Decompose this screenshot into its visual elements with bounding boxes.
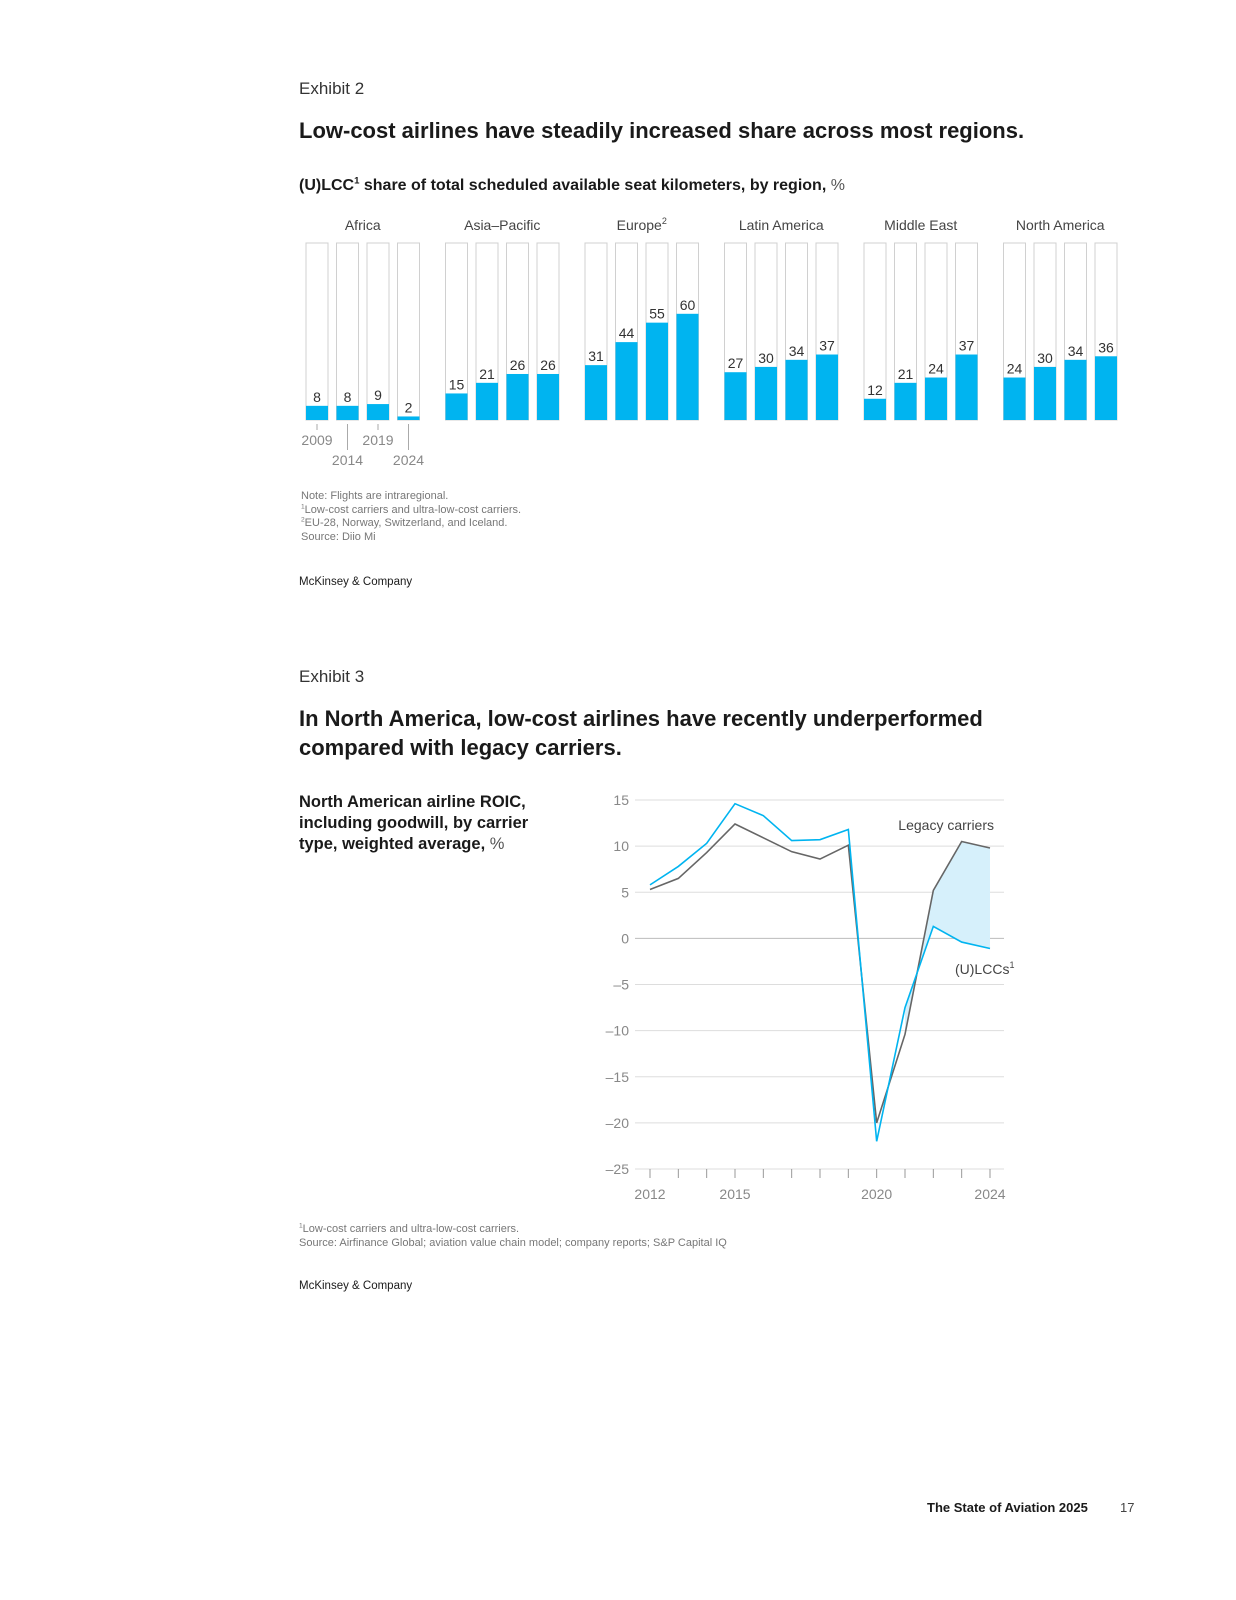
region-label: North America xyxy=(1016,217,1105,233)
series-label-lcc: (U)LCCs1 xyxy=(955,960,1014,977)
brand-logo-text: McKinsey & Company xyxy=(299,1280,413,1292)
bar-value-label: 8 xyxy=(313,389,321,405)
bar xyxy=(615,342,638,420)
bar xyxy=(894,382,917,420)
bar-value-label: 37 xyxy=(959,338,975,354)
bar-value-label: 34 xyxy=(789,343,805,359)
bar xyxy=(537,373,559,420)
bar xyxy=(755,366,777,420)
bar xyxy=(476,382,498,420)
bar xyxy=(864,398,886,420)
bar xyxy=(306,405,328,420)
exhibit3-notes: 1Low-cost carriers and ultra-low-cost ca… xyxy=(299,1223,727,1250)
note-text: Note: Flights are intraregional. xyxy=(301,490,449,502)
region-label: Asia–Pacific xyxy=(464,217,540,233)
bar xyxy=(336,405,359,420)
y-tick-label: –15 xyxy=(606,1069,630,1085)
bar xyxy=(397,416,420,420)
exhibit2-title: Low-cost airlines have steadily increase… xyxy=(299,118,1025,143)
bar xyxy=(785,359,808,420)
bar-value-label: 55 xyxy=(649,306,665,322)
x-tick-label: 2020 xyxy=(861,1186,892,1202)
bar-value-label: 21 xyxy=(479,366,495,382)
bar-value-label: 60 xyxy=(680,297,696,313)
exhibit2-label: Exhibit 2 xyxy=(299,79,365,98)
series-line-legacy xyxy=(649,823,991,1124)
x-tick-label: 2024 xyxy=(974,1186,1005,1202)
bar-value-label: 24 xyxy=(928,361,944,377)
exhibit2-subtitle: (U)LCC1 share of total scheduled availab… xyxy=(299,175,845,194)
bar-value-label: 31 xyxy=(588,348,604,364)
footnote-1: 1Low-cost carriers and ultra-low-cost ca… xyxy=(301,502,522,516)
bar-value-label: 26 xyxy=(540,357,556,373)
year-label: 2019 xyxy=(362,432,393,448)
source-text: Source: Diio Mi xyxy=(301,530,376,543)
bar xyxy=(585,365,607,420)
bar-value-label: 30 xyxy=(758,350,774,366)
footnote-2: 2EU-28, Norway, Switzerland, and Iceland… xyxy=(301,516,508,529)
y-tick-label: –10 xyxy=(606,1023,630,1039)
bar xyxy=(1064,359,1087,420)
year-label: 2024 xyxy=(393,452,424,468)
series-line-lcc xyxy=(649,802,991,1142)
bar-value-label: 12 xyxy=(867,382,883,398)
y-tick-label: –5 xyxy=(613,977,629,993)
exhibit3-label: Exhibit 3 xyxy=(299,667,365,686)
bar-value-label: 44 xyxy=(619,325,635,341)
bar xyxy=(1034,366,1056,420)
source-text: Source: Airfinance Global; aviation valu… xyxy=(299,1236,727,1249)
bar xyxy=(955,354,978,420)
page-number: 17 xyxy=(1120,1500,1135,1515)
year-label: 2009 xyxy=(301,432,332,448)
bar-value-label: 8 xyxy=(344,389,352,405)
bar xyxy=(676,313,699,420)
gap-area xyxy=(905,841,990,1035)
footnote-1: 1Low-cost carriers and ultra-low-cost ca… xyxy=(299,1222,520,1235)
bar-value-label: 21 xyxy=(898,366,914,382)
exhibit3-subtitle: North American airline ROIC, including g… xyxy=(299,793,529,853)
bar xyxy=(646,322,668,420)
series-label-legacy: Legacy carriers xyxy=(898,817,994,833)
bar-chart: Africa 8 8 9 2 Asia–Pacific 15 21 26 26 Europe2 31 4… xyxy=(301,216,1118,468)
y-tick-label: 10 xyxy=(613,838,629,854)
region-label: Latin America xyxy=(739,217,824,233)
exhibit3-title: In North America, low-cost airlines have… xyxy=(299,706,983,760)
bar-background xyxy=(397,242,420,421)
exhibit2-notes: Note: Flights are intraregional. 1Low-co… xyxy=(301,490,521,544)
y-tick-label: 5 xyxy=(621,884,629,900)
region-label: Middle East xyxy=(884,217,957,233)
bar xyxy=(367,404,389,420)
bar-value-label: 37 xyxy=(819,338,835,354)
y-tick-label: 15 xyxy=(613,792,629,808)
bar xyxy=(1003,377,1026,420)
bar xyxy=(506,373,529,420)
year-label: 2014 xyxy=(332,452,363,468)
bar xyxy=(816,354,838,420)
publication-title: The State of Aviation 2025 xyxy=(927,1500,1088,1515)
region-label: Europe2 xyxy=(617,216,667,233)
bar-value-label: 36 xyxy=(1098,339,1114,355)
bar xyxy=(724,372,747,420)
x-tick-label: 2015 xyxy=(719,1186,750,1202)
bar xyxy=(1095,356,1117,420)
bar-value-label: 34 xyxy=(1068,343,1084,359)
bar-value-label: 2 xyxy=(405,399,413,415)
y-tick-label: 0 xyxy=(621,930,629,946)
bar xyxy=(925,377,947,420)
y-tick-label: –25 xyxy=(606,1161,630,1177)
y-tick-label: –20 xyxy=(606,1115,630,1131)
x-tick-label: 2012 xyxy=(634,1186,665,1202)
bar-value-label: 15 xyxy=(449,376,465,392)
bar-value-label: 27 xyxy=(728,355,744,371)
bar xyxy=(445,393,468,420)
region-label: Africa xyxy=(345,217,381,233)
bar-value-label: 26 xyxy=(510,357,526,373)
brand-logo-text: McKinsey & Company xyxy=(299,576,413,588)
bar-value-label: 24 xyxy=(1007,361,1023,377)
bar-value-label: 30 xyxy=(1037,350,1053,366)
bar-value-label: 9 xyxy=(374,387,382,403)
